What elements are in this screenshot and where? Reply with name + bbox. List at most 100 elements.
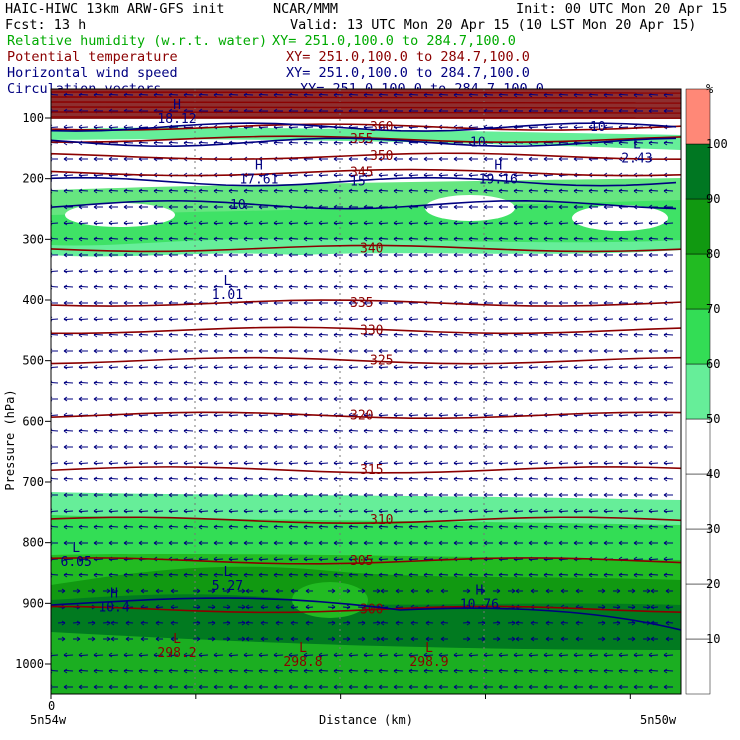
wind-vector-head bbox=[438, 236, 443, 242]
wind-vector-head bbox=[393, 444, 398, 450]
wind-vector-head bbox=[453, 508, 458, 514]
wind-vector-head bbox=[545, 620, 550, 626]
wind-vector-head bbox=[213, 652, 218, 658]
wind-vector-head bbox=[273, 476, 278, 482]
wind-vector-head bbox=[228, 348, 233, 354]
wind-vector-head bbox=[438, 492, 443, 498]
wind-vector-head bbox=[498, 268, 503, 274]
theta-contour-line bbox=[51, 411, 681, 420]
wind-vector-head bbox=[243, 684, 248, 690]
wind-vector-head bbox=[665, 604, 670, 610]
wind-vector-head bbox=[305, 588, 310, 594]
wind-vector-head bbox=[108, 236, 113, 242]
wind-vector-head bbox=[273, 444, 278, 450]
wind-vector-head bbox=[318, 444, 323, 450]
wind-vector-head bbox=[453, 268, 458, 274]
wind-vector-head bbox=[168, 508, 173, 514]
wind-vector-head bbox=[125, 588, 130, 594]
wind-vector-head bbox=[513, 364, 518, 370]
wind-vector-head bbox=[603, 380, 608, 386]
wind-vector-head bbox=[410, 636, 415, 642]
wind-vector bbox=[51, 670, 59, 672]
wind-vector-head bbox=[648, 188, 653, 194]
wind-vector-head bbox=[558, 444, 563, 450]
wind-vector-head bbox=[213, 556, 218, 562]
wind-vector-head bbox=[528, 220, 533, 226]
wind-vector-head bbox=[468, 380, 473, 386]
wind-vector-head bbox=[273, 428, 278, 434]
wind-vector-head bbox=[245, 636, 250, 642]
wind-vector-head bbox=[603, 332, 608, 338]
wind-vector-head bbox=[361, 588, 366, 594]
wind-vector-head bbox=[363, 300, 368, 306]
wind-vector bbox=[51, 222, 59, 224]
wind-vector-head bbox=[423, 364, 428, 370]
wind-vector-head bbox=[633, 284, 638, 290]
wind-vector-head bbox=[408, 668, 413, 674]
wind-vector-head bbox=[93, 396, 98, 402]
wind-vector-head bbox=[648, 684, 653, 690]
wind-vector-head bbox=[138, 508, 143, 514]
wind-vector-head bbox=[76, 620, 81, 626]
wind-vector-head bbox=[408, 412, 413, 418]
wind-vector-head bbox=[245, 588, 250, 594]
wind-vector-head bbox=[273, 508, 278, 514]
wind-vector-head bbox=[273, 492, 278, 498]
wind-vector-head bbox=[513, 380, 518, 386]
wind-vector-head bbox=[483, 540, 488, 546]
wind-vector-head bbox=[558, 668, 563, 674]
wind-vector-head bbox=[78, 380, 83, 386]
wind-vector-head bbox=[288, 348, 293, 354]
wind-vector-head bbox=[333, 300, 338, 306]
wind-vector-head bbox=[333, 524, 338, 530]
wind-vector-head bbox=[648, 316, 653, 322]
wind-vector-head bbox=[153, 332, 158, 338]
wind-vector-head bbox=[228, 444, 233, 450]
wind-vector-head bbox=[648, 252, 653, 258]
wind-vector-head bbox=[663, 460, 668, 466]
colorbar-segment bbox=[685, 143, 711, 200]
wind-vector-head bbox=[423, 92, 428, 98]
wind-vector-head bbox=[290, 636, 295, 642]
extremum-value: 1.01 bbox=[212, 288, 243, 303]
wind-vector-head bbox=[378, 140, 383, 146]
wind-vector-head bbox=[408, 460, 413, 466]
wind-vector-head bbox=[228, 252, 233, 258]
wind-vector-head bbox=[663, 396, 668, 402]
wind-vector-head bbox=[258, 252, 263, 258]
wind-vector-head bbox=[663, 524, 668, 530]
theta-contour-label: 305 bbox=[350, 554, 373, 569]
wind-vector-head bbox=[438, 204, 443, 210]
wind-vector-head bbox=[91, 636, 96, 642]
wind-vector-head bbox=[575, 588, 580, 594]
wind-vector-head bbox=[93, 460, 98, 466]
wind-vector-head bbox=[588, 316, 593, 322]
wind-vector-head bbox=[78, 156, 83, 162]
wind-vector-head bbox=[558, 380, 563, 386]
wind-vector-head bbox=[543, 396, 548, 402]
wind-vector-head bbox=[153, 428, 158, 434]
wind-vector-head bbox=[198, 476, 203, 482]
wind-vector-head bbox=[588, 204, 593, 210]
wind-vector-head bbox=[363, 556, 368, 562]
wind-vector-head bbox=[513, 444, 518, 450]
wind-vector-head bbox=[183, 348, 188, 354]
wind-vector-head bbox=[528, 572, 533, 578]
wind-vector-head bbox=[213, 364, 218, 370]
wind-vector bbox=[51, 238, 59, 240]
wind-vector-head bbox=[78, 508, 83, 514]
wind-vector-head bbox=[153, 268, 158, 274]
wind-vector-head bbox=[303, 252, 308, 258]
wind-vector-head bbox=[78, 188, 83, 194]
wind-vector-head bbox=[588, 540, 593, 546]
wind-vector-head bbox=[318, 300, 323, 306]
wind-vector-head bbox=[573, 204, 578, 210]
wind-vector-head bbox=[258, 652, 263, 658]
wind-vector-head bbox=[573, 508, 578, 514]
colorbar-segment bbox=[685, 583, 711, 640]
wind-vector-head bbox=[138, 284, 143, 290]
wind-vector-head bbox=[183, 684, 188, 690]
wind-vector-head bbox=[558, 252, 563, 258]
y-tick-label: 500 bbox=[22, 354, 44, 368]
wind-vector-head bbox=[453, 348, 458, 354]
